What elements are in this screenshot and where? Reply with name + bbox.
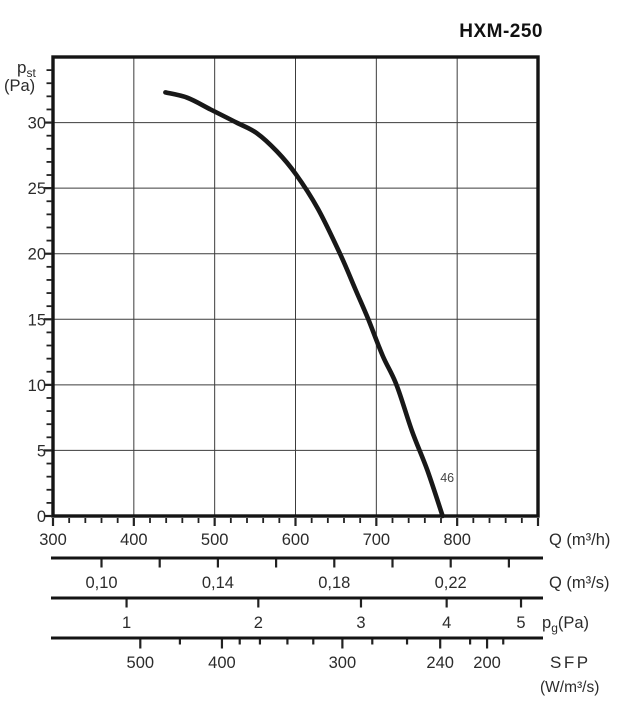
y-tick-label: 10 xyxy=(28,377,46,395)
x-tick-label: 400 xyxy=(120,531,148,549)
scale-tick-label: 400 xyxy=(208,654,236,672)
y-axis-labels: 0 5 10 15 20 25 30 xyxy=(28,115,46,526)
y-tick-label: 25 xyxy=(28,180,46,198)
scale-flow-m3s: 0,10 0,14 0,18 0,22 Q (m³/s) xyxy=(51,556,609,592)
scale-tick-label: 0,14 xyxy=(202,574,234,592)
scale-sfp: 500 400 300 240 200 SFP (W/m³/s) xyxy=(51,636,599,696)
x-tick-label: 500 xyxy=(201,531,229,549)
sound-level-label: 46 xyxy=(440,471,454,485)
scale-tick-label: 240 xyxy=(426,654,454,672)
chart-title: HXM-250 xyxy=(459,21,543,42)
y-tick-label: 15 xyxy=(28,311,46,329)
scale-tick-label: 4 xyxy=(442,614,451,632)
scale-unit: pg(Pa) xyxy=(542,614,589,635)
scale-tick-label: 0,22 xyxy=(435,574,467,592)
scale-dynamic-pressure: 1 2 3 4 5 pg(Pa) xyxy=(51,596,589,635)
x-tick-label: 600 xyxy=(282,531,310,549)
scale-unit: SFP xyxy=(550,653,591,672)
scale-unit: Q (m³/s) xyxy=(549,574,609,592)
y-tick-label: 30 xyxy=(28,115,46,133)
x-axis-unit: Q (m³/h) xyxy=(549,531,610,549)
scale-unit-denominator: (W/m³/s) xyxy=(540,679,599,696)
x-tick-label: 800 xyxy=(443,531,471,549)
gridlines xyxy=(53,57,538,516)
scale-tick-label: 3 xyxy=(356,614,365,632)
y-tick-label: 20 xyxy=(28,246,46,264)
y-tick-label: 0 xyxy=(37,508,46,526)
scale-tick-label: 300 xyxy=(329,654,357,672)
x-tick-label: 300 xyxy=(39,531,67,549)
y-axis-unit: (Pa) xyxy=(4,77,35,95)
scale-tick-label: 5 xyxy=(516,614,525,632)
fan-curve xyxy=(163,90,445,519)
y-tick-label: 5 xyxy=(37,442,46,460)
scale-tick-label: 200 xyxy=(473,654,501,672)
x-axis-ticks xyxy=(51,518,540,526)
x-tick-label: 700 xyxy=(363,531,391,549)
scale-tick-label: 2 xyxy=(254,614,263,632)
scale-tick-label: 0,18 xyxy=(318,574,350,592)
x-axis-labels: 300 400 500 600 700 800 xyxy=(39,531,471,549)
scale-tick-label: 1 xyxy=(122,614,131,632)
y-axis-title: pst xyxy=(17,58,36,80)
y-axis-ticks xyxy=(44,69,52,518)
plot-border xyxy=(51,55,540,518)
scale-tick-label: 500 xyxy=(127,654,155,672)
scale-tick-label: 0,10 xyxy=(85,574,117,592)
